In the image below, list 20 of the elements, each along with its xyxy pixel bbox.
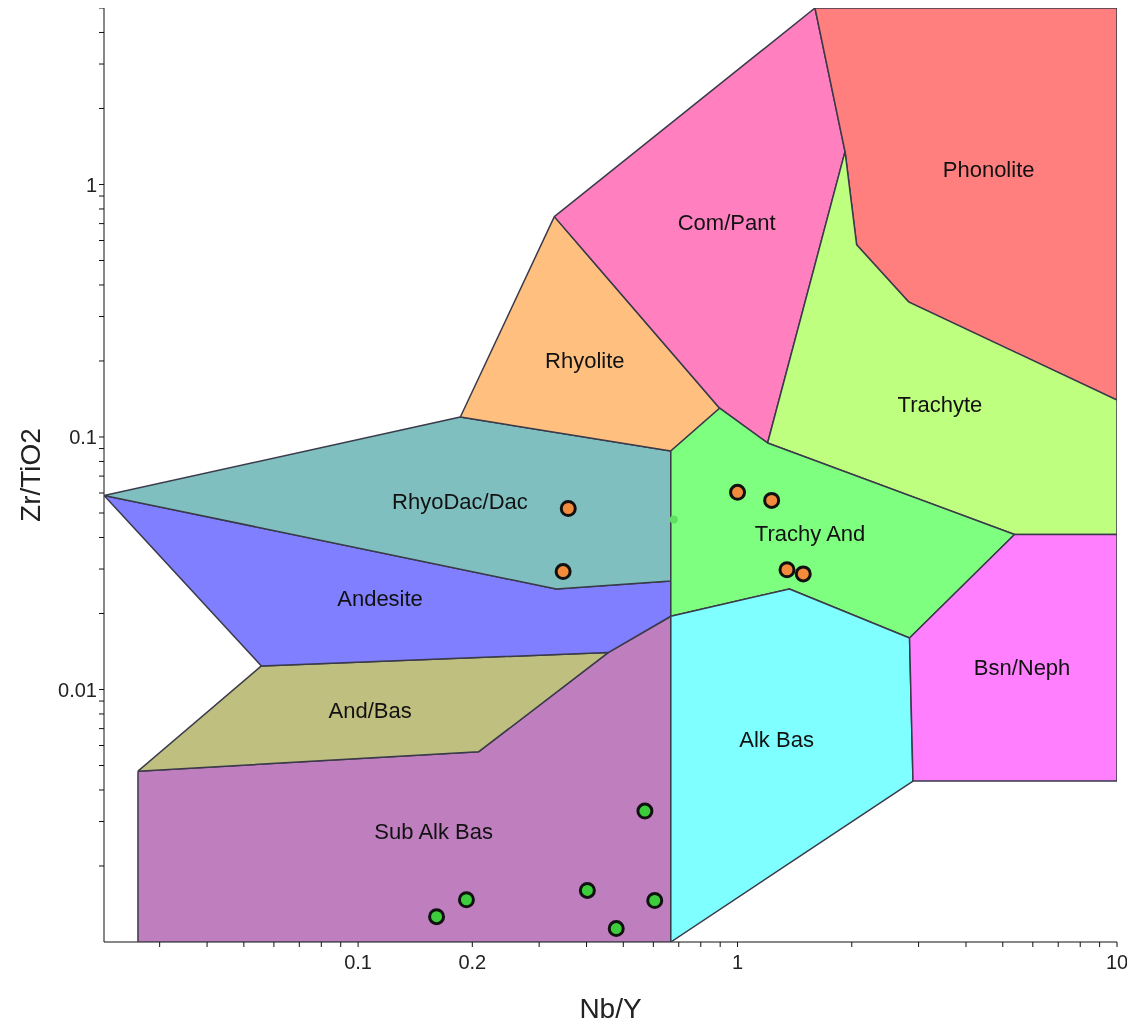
series-label: RhyoDac/Dac — [392, 488, 528, 514]
series-label: Sub Alk Bas — [374, 819, 493, 845]
x-tick-label: 0.2 — [458, 951, 487, 974]
series-label: Trachyte — [897, 392, 983, 418]
series-label: Andesite — [337, 586, 423, 612]
series-label: Phonolite — [942, 157, 1035, 183]
series-label: And/Bas — [328, 697, 412, 723]
series-label: Bsn/Neph — [973, 655, 1071, 681]
y-tick-label: 0.01 — [58, 678, 97, 701]
x-tick-label: 10 — [1105, 951, 1129, 974]
y-axis-title: Zr/TiO2 — [14, 428, 46, 522]
y-tick-label: 1 — [85, 173, 97, 196]
series-label: Alk Bas — [739, 726, 814, 752]
series-label: Rhyolite — [545, 348, 625, 374]
series-label: Trachy And — [754, 520, 866, 546]
x-axis-title: Nb/Y — [579, 993, 642, 1024]
x-tick-label: 0.1 — [344, 951, 372, 974]
y-tick-label: 0.1 — [69, 426, 97, 449]
x-tick-label: 1 — [731, 951, 744, 974]
series-label: Com/Pant — [677, 210, 776, 236]
